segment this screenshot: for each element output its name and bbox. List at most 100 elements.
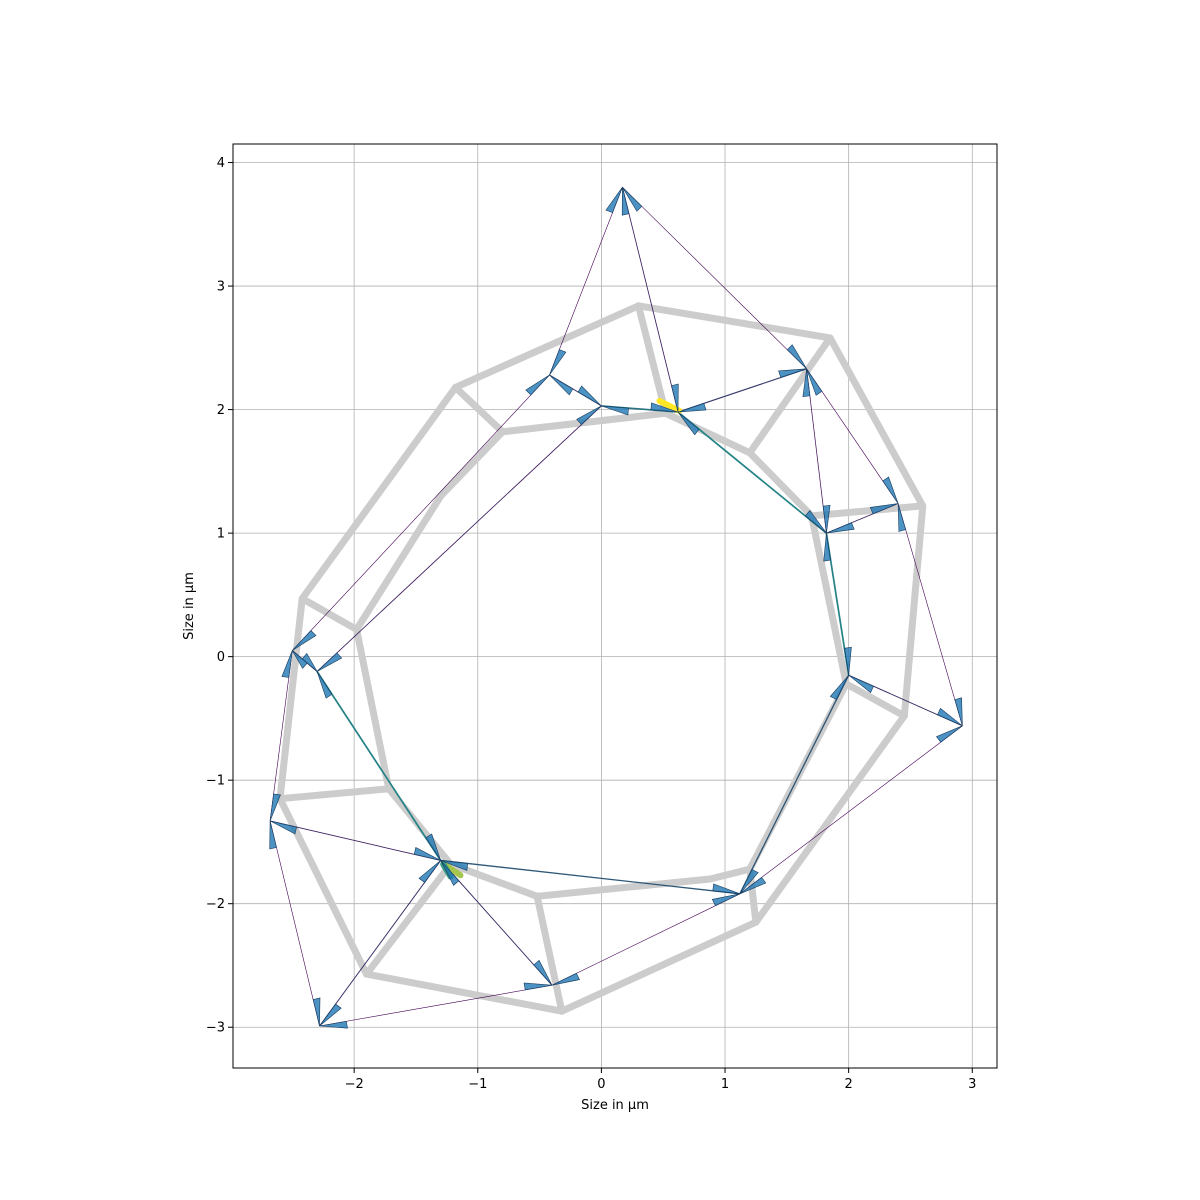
cell-outline — [276, 785, 393, 803]
direction-arrow — [440, 860, 460, 886]
direction-arrow — [826, 522, 855, 534]
y-tick-label: 1 — [217, 527, 225, 542]
junction-edge — [269, 820, 320, 1027]
junction-edge — [440, 859, 740, 895]
x-tick-label: 2 — [845, 1077, 853, 1092]
direction-arrow — [440, 860, 469, 871]
junction-edge — [292, 374, 550, 651]
direction-arrow — [936, 725, 963, 743]
junction-edge — [316, 405, 602, 672]
direction-arrow — [848, 674, 874, 694]
cell-outline — [363, 860, 455, 978]
junction-edge — [677, 411, 827, 534]
y-tick-label: 4 — [217, 156, 225, 171]
y-tick-label: −2 — [206, 897, 225, 912]
direction-arrow — [882, 476, 899, 504]
direction-arrow — [525, 374, 550, 396]
tension-hotspot — [656, 397, 683, 414]
x-axis-label: Size in µm — [581, 1098, 649, 1113]
direction-arrow — [549, 374, 574, 396]
direction-arrow — [319, 1003, 342, 1027]
direction-arrow — [804, 510, 827, 534]
junction-edge — [440, 860, 553, 986]
junction-edge — [622, 187, 807, 370]
cell-outline — [842, 680, 908, 720]
junction-edge — [806, 368, 827, 534]
direction-arrow — [822, 504, 831, 534]
direction-arrow — [301, 652, 318, 672]
direction-arrow — [677, 411, 700, 436]
direction-arrow — [413, 847, 441, 861]
direction-arrow — [269, 820, 277, 850]
junction-edge — [319, 984, 553, 1027]
direction-arrow — [577, 385, 602, 407]
direction-arrow — [316, 652, 343, 672]
direction-arrow — [711, 893, 741, 907]
y-axis-label: Size in µm — [182, 572, 197, 640]
junction-edge — [551, 893, 740, 986]
direction-arrow — [551, 972, 580, 986]
direction-arrow — [292, 650, 308, 669]
cell-outline — [746, 334, 834, 457]
junction-edge — [319, 860, 442, 1027]
direction-arrow — [806, 368, 823, 396]
direction-arrow — [778, 368, 807, 378]
direction-arrow — [269, 820, 297, 835]
cell-outline — [635, 302, 670, 417]
direction-arrow — [319, 1020, 348, 1029]
direction-arrow — [739, 869, 759, 894]
direction-arrow — [425, 833, 441, 861]
junction-edge — [269, 820, 441, 861]
direction-arrow — [897, 503, 907, 532]
junction-edge — [739, 674, 850, 895]
direction-arrow — [650, 402, 679, 413]
direction-arrow — [292, 630, 317, 651]
grid — [233, 144, 997, 1068]
junction-edge — [622, 187, 679, 413]
x-tick-label: 1 — [721, 1077, 729, 1092]
junction-edge — [549, 187, 623, 376]
direction-arrow — [937, 707, 963, 727]
plot-frame — [232, 143, 998, 1069]
x-tick-label: 3 — [968, 1077, 976, 1092]
direction-arrow — [316, 671, 333, 699]
axis-ticks: −2 −1 0 1 2 3 −3 −2 −1 0 1 2 3 4 — [206, 156, 977, 1092]
junction-edge — [897, 503, 963, 726]
cell-outline — [533, 892, 566, 1015]
direction-arrow — [269, 793, 281, 822]
direction-arrow — [844, 646, 852, 676]
direction-arrow — [954, 697, 963, 726]
cell-outlines — [276, 302, 927, 1015]
cell-outline — [298, 595, 361, 633]
direction-arrow — [549, 349, 567, 376]
direction-arrow — [823, 533, 831, 562]
direction-arrow — [533, 959, 553, 986]
direction-arrow — [418, 860, 441, 883]
direction-arrow — [281, 650, 293, 678]
junction-edge — [739, 725, 963, 895]
direction-arrow — [601, 405, 629, 416]
cell-outline — [808, 502, 927, 520]
y-tick-label: 2 — [217, 403, 225, 418]
direction-arrow — [677, 403, 707, 413]
direction-arrow — [523, 982, 553, 991]
y-tick-label: 0 — [217, 650, 225, 665]
direction-arrow — [802, 368, 811, 398]
direction-arrow — [829, 675, 849, 700]
cell-outline — [452, 383, 506, 436]
y-tick-label: −1 — [206, 774, 225, 789]
direction-arrow — [605, 187, 623, 213]
direction-arrow — [622, 186, 643, 212]
direction-arrow — [312, 997, 321, 1027]
direction-arrow — [786, 344, 807, 370]
junction-edge — [269, 650, 293, 821]
direction-arrow — [671, 383, 679, 413]
x-tick-label: −2 — [345, 1077, 364, 1092]
x-tick-label: 0 — [597, 1077, 605, 1092]
direction-arrow — [621, 187, 630, 216]
y-tick-label: 3 — [217, 280, 225, 295]
x-tick-label: −1 — [468, 1077, 487, 1092]
direction-arrows — [269, 186, 963, 1029]
